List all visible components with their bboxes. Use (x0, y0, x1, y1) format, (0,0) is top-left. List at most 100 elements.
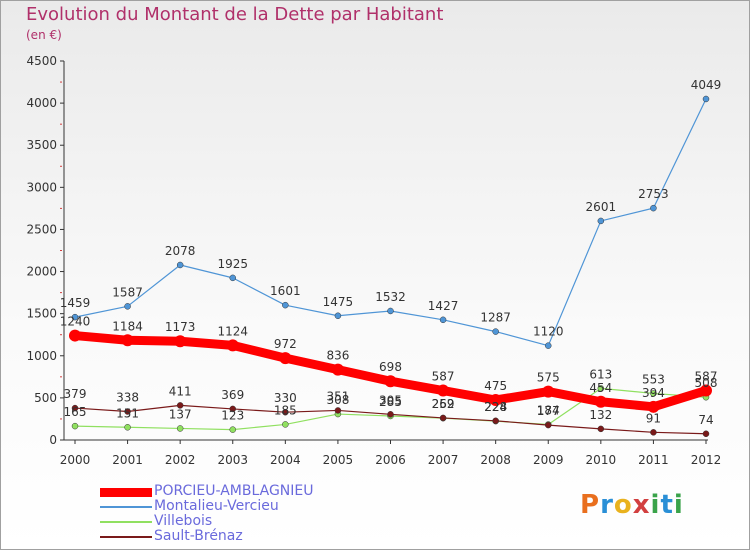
x-tick-label: 2000 (60, 453, 91, 467)
data-point (229, 405, 236, 413)
data-point (71, 404, 79, 412)
data-point (492, 328, 499, 335)
data-point (594, 395, 607, 408)
data-label: 587 (432, 370, 455, 384)
data-label: 1925 (217, 257, 248, 271)
data-point (226, 339, 239, 352)
data-label: 1124 (217, 324, 248, 338)
data-point (229, 274, 236, 282)
data-label: 228 (484, 400, 507, 414)
data-point (282, 421, 289, 428)
data-label: 185 (274, 403, 297, 417)
data-label: 1173 (165, 320, 196, 334)
data-point (545, 342, 552, 349)
data-point (702, 430, 710, 438)
data-label: 475 (484, 379, 507, 393)
data-point (282, 301, 289, 309)
y-tick-label: 3500 (26, 138, 57, 152)
data-label: 1532 (375, 290, 406, 304)
data-point (437, 384, 450, 397)
data-point (71, 422, 79, 430)
data-label: 613 (589, 367, 612, 381)
data-point (124, 408, 131, 415)
data-label: 285 (379, 395, 402, 409)
chart-unit: (en €) (26, 28, 62, 42)
data-label: 165 (64, 405, 87, 419)
data-label: 2601 (586, 200, 617, 214)
data-point (597, 425, 605, 433)
data-label: 1459 (60, 296, 91, 310)
data-label: 454 (589, 381, 612, 395)
data-point (69, 329, 81, 342)
data-label: 151 (116, 406, 139, 420)
data-point (650, 429, 657, 436)
x-tick-label: 2003 (217, 453, 248, 467)
y-tick-label: 4500 (26, 54, 57, 68)
data-label: 394 (642, 386, 665, 400)
data-point (176, 402, 184, 409)
x-tick-label: 2010 (586, 453, 617, 467)
x-tick-label: 2007 (428, 453, 459, 467)
data-point (439, 414, 447, 422)
data-point (542, 385, 555, 398)
data-label: 305 (379, 393, 402, 407)
data-label: 575 (537, 371, 560, 385)
legend-swatch (100, 506, 152, 508)
data-point (174, 335, 187, 348)
series-3 (71, 402, 710, 438)
legend-label: Villebois (154, 513, 213, 529)
data-point (387, 307, 394, 315)
x-tick-label: 2002 (165, 453, 196, 467)
data-point (124, 303, 131, 310)
data-label: 338 (116, 391, 139, 405)
y-tick-label: 2000 (26, 265, 57, 279)
legend-swatch (100, 536, 152, 538)
data-label: 351 (326, 389, 349, 403)
legend-label: Montalieu-Vercieu (154, 498, 279, 514)
data-point (331, 363, 344, 376)
data-label: 1475 (323, 295, 354, 309)
data-label: 587 (695, 370, 718, 384)
data-label: 2078 (165, 244, 196, 258)
data-label: 184 (537, 404, 560, 418)
series-1 (71, 95, 710, 349)
x-tick-label: 2012 (691, 453, 722, 467)
proxiti-logo: Proxiti (580, 490, 684, 520)
data-label: 1184 (112, 319, 143, 333)
y-tick-label: 0 (49, 433, 57, 447)
data-point (334, 407, 342, 414)
data-point (282, 408, 289, 416)
data-label: 379 (64, 387, 87, 401)
legend-label: PORCIEU-AMBLAGNIEU (154, 483, 314, 499)
data-label: 698 (379, 360, 402, 374)
data-label: 4049 (691, 78, 722, 92)
data-label: 74 (698, 413, 713, 427)
data-point (700, 384, 712, 397)
y-tick-label: 1000 (26, 349, 57, 363)
data-label: 1587 (112, 285, 143, 299)
data-label: 137 (169, 407, 192, 421)
y-tick-label: 2500 (26, 222, 57, 236)
x-tick-label: 2004 (270, 453, 301, 467)
data-point (545, 421, 552, 429)
y-tick-label: 4000 (26, 96, 57, 110)
data-label: 508 (695, 376, 718, 390)
data-label: 132 (589, 408, 612, 422)
data-point (229, 426, 236, 433)
x-tick-label: 2001 (112, 453, 143, 467)
data-point (702, 95, 710, 103)
data-label: 224 (484, 400, 507, 414)
data-point (176, 261, 184, 269)
line-chart: 0 500 1000 1500 2000 2500 3000 3500 4000 4500 2000… (26, 54, 722, 467)
data-point (597, 385, 605, 392)
data-label: 2753 (638, 187, 669, 201)
data-label: 369 (221, 388, 244, 402)
data-point (334, 312, 342, 320)
series-0 (69, 329, 712, 413)
data-point (650, 204, 657, 212)
data-label: 411 (169, 384, 192, 398)
x-tick-label: 2005 (323, 453, 354, 467)
data-label: 972 (274, 337, 297, 351)
data-label: 1287 (480, 311, 511, 325)
